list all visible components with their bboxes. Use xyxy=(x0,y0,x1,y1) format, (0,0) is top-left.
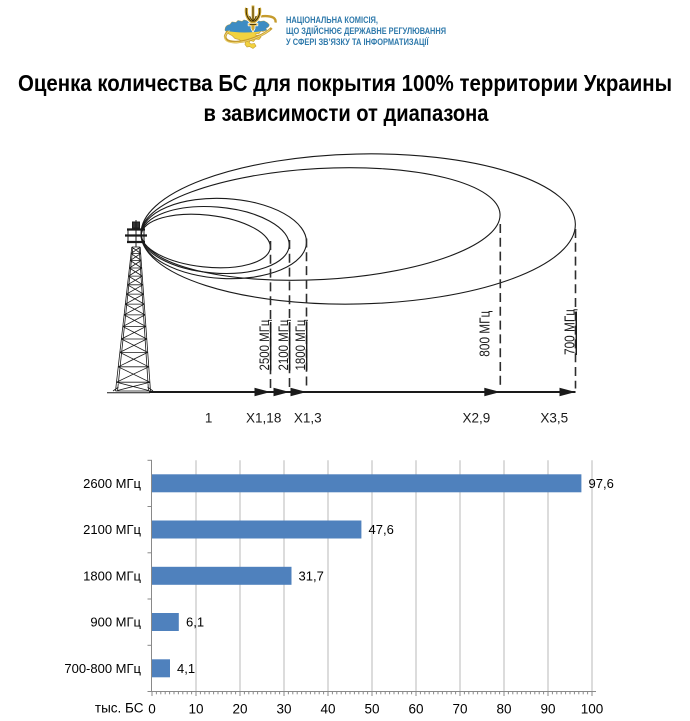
svg-text:в зависимости от диапазона: в зависимости от диапазона xyxy=(204,100,489,126)
svg-text:2600 МГц: 2600 МГц xyxy=(83,476,141,491)
svg-text:0: 0 xyxy=(148,702,156,717)
svg-text:X1,18: X1,18 xyxy=(246,411,281,426)
svg-text:40: 40 xyxy=(320,702,335,717)
svg-text:У СФЕРІ ЗВ’ЯЗКУ ТА ІНФОРМАТИЗА: У СФЕРІ ЗВ’ЯЗКУ ТА ІНФОРМАТИЗАЦІЇ xyxy=(286,37,429,47)
svg-text:700-800 МГц: 700-800 МГц xyxy=(64,661,141,676)
svg-text:2500 МГц: 2500 МГц xyxy=(256,320,272,371)
svg-text:97,6: 97,6 xyxy=(589,476,614,491)
svg-text:2100 МГц: 2100 МГц xyxy=(83,522,141,537)
svg-text:90: 90 xyxy=(540,702,555,717)
svg-text:4,1: 4,1 xyxy=(177,661,195,676)
svg-text:Оценка количества БС для покры: Оценка количества БС для покрытия 100% т… xyxy=(18,70,672,96)
svg-text:47,6: 47,6 xyxy=(369,522,394,537)
svg-text:30: 30 xyxy=(276,702,291,717)
svg-text:6,1: 6,1 xyxy=(186,615,204,630)
svg-text:20: 20 xyxy=(232,702,247,717)
svg-text:НАЦІОНАЛЬНА КОМІСІЯ,: НАЦІОНАЛЬНА КОМІСІЯ, xyxy=(286,15,378,25)
svg-text:10: 10 xyxy=(188,702,203,717)
svg-text:50: 50 xyxy=(364,702,379,717)
svg-text:2100 МГц: 2100 МГц xyxy=(275,320,291,371)
svg-text:1800 МГц: 1800 МГц xyxy=(83,568,141,583)
svg-text:1800 МГц: 1800 МГц xyxy=(292,320,308,371)
svg-text:31,7: 31,7 xyxy=(299,568,324,583)
svg-text:80: 80 xyxy=(496,702,511,717)
svg-text:100: 100 xyxy=(581,702,604,717)
svg-text:70: 70 xyxy=(452,702,467,717)
svg-text:60: 60 xyxy=(408,702,423,717)
svg-text:X2,9: X2,9 xyxy=(463,411,491,426)
svg-text:700 МГц: 700 МГц xyxy=(562,309,579,355)
svg-text:тыс. БС: тыс. БС xyxy=(95,701,144,716)
svg-text:X1,3: X1,3 xyxy=(294,411,322,426)
svg-text:1: 1 xyxy=(205,411,213,426)
svg-text:800 МГц: 800 МГц xyxy=(477,310,494,356)
svg-text:X3,5: X3,5 xyxy=(540,411,568,426)
svg-text:900 МГц: 900 МГц xyxy=(90,615,141,630)
svg-text:ЩО ЗДІЙСНЮЄ ДЕРЖАВНЕ РЕГУЛЮВАН: ЩО ЗДІЙСНЮЄ ДЕРЖАВНЕ РЕГУЛЮВАННЯ xyxy=(286,25,446,36)
